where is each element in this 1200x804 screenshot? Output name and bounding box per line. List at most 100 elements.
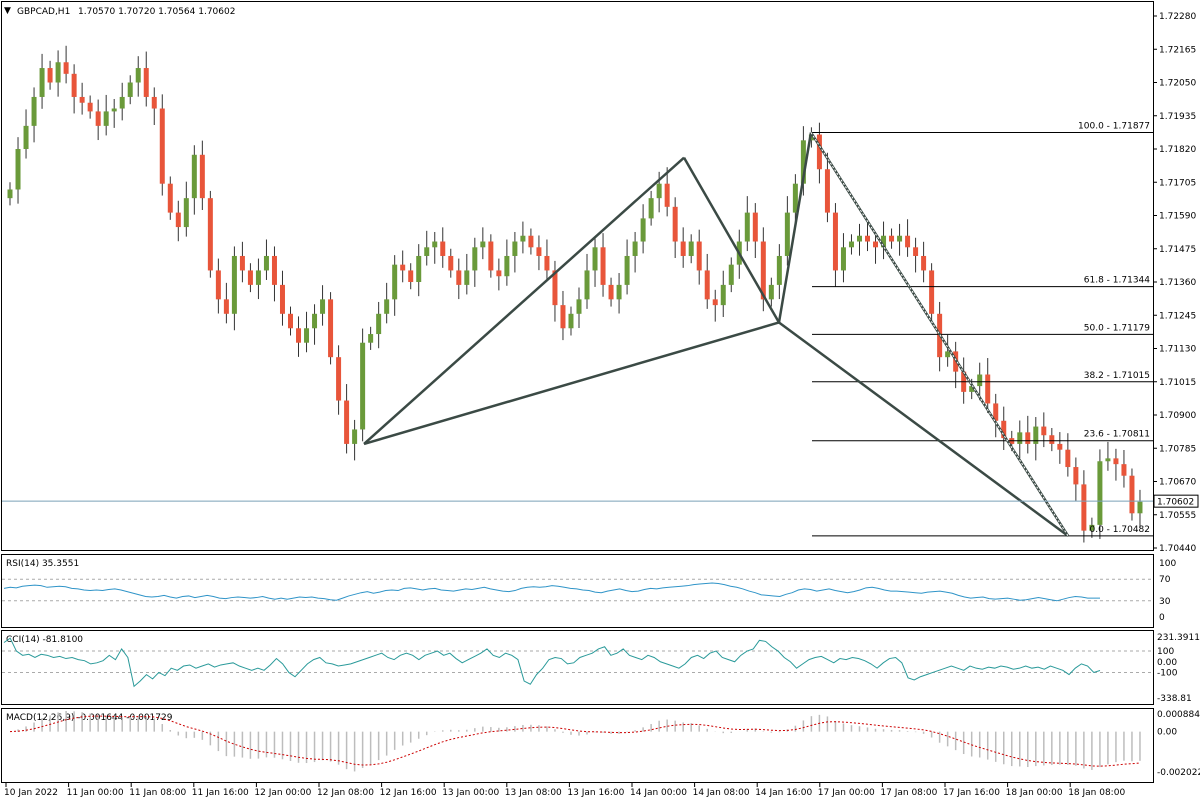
candle-body <box>239 255 245 271</box>
time-axis: 10 Jan 2022 11 Jan 00:00 11 Jan 08:00 11 Ja… <box>4 783 1125 798</box>
candle-body <box>945 351 951 358</box>
price-tick-label: 1.71130 <box>1159 345 1196 355</box>
candle-body <box>247 270 253 285</box>
candle-body <box>1065 449 1071 468</box>
time-tick-label: 13 Jan 16:00 <box>567 788 624 798</box>
cci-tick-label: -338.81 <box>1157 694 1192 704</box>
candle-body <box>408 270 414 282</box>
time-tick-label: 11 Jan 00:00 <box>67 788 124 798</box>
candle-body <box>776 255 782 285</box>
candle-body <box>520 235 526 242</box>
candle-body <box>800 140 806 184</box>
candle-body <box>199 154 205 199</box>
time-tick-label: 12 Jan 00:00 <box>254 788 311 798</box>
candle-body <box>648 198 654 219</box>
time-tick-label: 13 Jan 08:00 <box>505 788 562 798</box>
fib-level-label: 23.6 - 1.70811 <box>1084 430 1150 440</box>
candle-body <box>1121 464 1127 476</box>
candle-body <box>752 212 758 242</box>
time-tick-label: 17 Jan 08:00 <box>880 788 937 798</box>
macd-tick-label: -0.002022 <box>1157 768 1200 778</box>
pattern-cd-leg <box>809 131 1070 537</box>
fib-level-label: 0.0 - 1.70482 <box>1090 525 1151 535</box>
candle-body <box>304 328 310 343</box>
rsi-tick-label: 70 <box>1159 575 1171 585</box>
candle-body <box>15 149 21 190</box>
price-tick-label: 1.71705 <box>1159 178 1196 188</box>
candle-body <box>881 235 887 248</box>
macd-tick-label: 0.00 <box>1157 728 1177 738</box>
candle-body <box>1057 443 1063 450</box>
candle-body <box>528 235 534 248</box>
candle-body <box>568 313 574 329</box>
rsi-tick-label: 30 <box>1159 597 1171 607</box>
macd-indicator: 0.000884 0.00 -0.002022 <box>9 710 1200 778</box>
candle-body <box>1129 475 1135 514</box>
price-tick-label: 1.70900 <box>1159 411 1196 421</box>
cci-tick-label: 0.00 <box>1157 658 1177 668</box>
candle-body <box>840 247 846 271</box>
candle-body <box>360 342 366 430</box>
candle-body <box>103 111 109 126</box>
candle-body <box>263 255 269 271</box>
fib-level-label: 38.2 - 1.71015 <box>1084 371 1150 381</box>
candle-body <box>167 183 173 213</box>
fib-level-label: 50.0 - 1.71179 <box>1084 323 1150 333</box>
candle-body <box>231 255 237 314</box>
price-tick-label: 1.71015 <box>1159 378 1196 388</box>
candle-body <box>279 284 285 314</box>
candle-body <box>977 374 983 387</box>
candle-body <box>215 270 221 300</box>
candle-body <box>784 212 790 256</box>
cci-tick-label: 231.3911 <box>1157 633 1200 643</box>
price-tick-label: 1.71475 <box>1159 245 1196 255</box>
price-axis: 1.72280 1.72165 1.72050 1.71935 1.71820 1.717… <box>1153 12 1196 554</box>
candle-body <box>271 255 277 285</box>
candle-body <box>760 241 766 300</box>
price-tick-label: 1.70555 <box>1159 511 1196 521</box>
candle-body <box>632 241 638 256</box>
harmonic-pattern-layer <box>363 131 1070 537</box>
fib-level-label: 61.8 - 1.71344 <box>1084 276 1150 286</box>
candle-body <box>680 241 686 256</box>
candle-body <box>368 334 374 343</box>
candle-body <box>464 270 470 285</box>
cci-label: CCI(14) -81.8100 <box>6 635 83 645</box>
chart-dropdown-icon[interactable]: ▼ <box>4 6 11 16</box>
candle-body <box>111 108 117 112</box>
price-tick-label: 1.70670 <box>1159 478 1196 488</box>
candle-body <box>969 386 975 392</box>
time-tick-label: 13 Jan 00:00 <box>442 788 499 798</box>
candle-body <box>744 212 750 242</box>
candles-layer <box>7 45 1143 543</box>
current-price-label: 1.70602 <box>1157 498 1194 508</box>
rsi-indicator: 100 70 30 0 <box>2 559 1176 623</box>
candle-body <box>392 264 398 300</box>
time-tick-label: 18 Jan 00:00 <box>1006 788 1063 798</box>
candle-body <box>39 68 45 97</box>
candle-body <box>223 299 229 314</box>
rsi-tick-label: 100 <box>1159 559 1176 569</box>
candle-body <box>1001 420 1007 439</box>
symbol-label: GBPCAD,H1 <box>17 7 70 17</box>
price-tick-label: 1.71245 <box>1159 311 1196 321</box>
candle-body <box>488 241 494 271</box>
candle-body <box>376 313 382 335</box>
candle-body <box>127 82 133 97</box>
fib-level-label: 100.0 - 1.71877 <box>1078 122 1150 132</box>
candle-body <box>720 284 726 306</box>
cci-line <box>3 637 1101 688</box>
candle-body <box>296 328 302 343</box>
cci-tick-label: -100 <box>1157 668 1178 678</box>
time-tick-label: 12 Jan 08:00 <box>317 788 374 798</box>
macd-label: MACD(12,26,9) -0.001644 -0.001729 <box>6 713 173 723</box>
candle-body <box>207 198 213 271</box>
candle-body <box>143 68 149 97</box>
candle-body <box>456 270 462 285</box>
candle-body <box>873 241 879 248</box>
pattern-bd-leg <box>778 321 1069 537</box>
cci-pane-frame <box>1 630 1154 705</box>
